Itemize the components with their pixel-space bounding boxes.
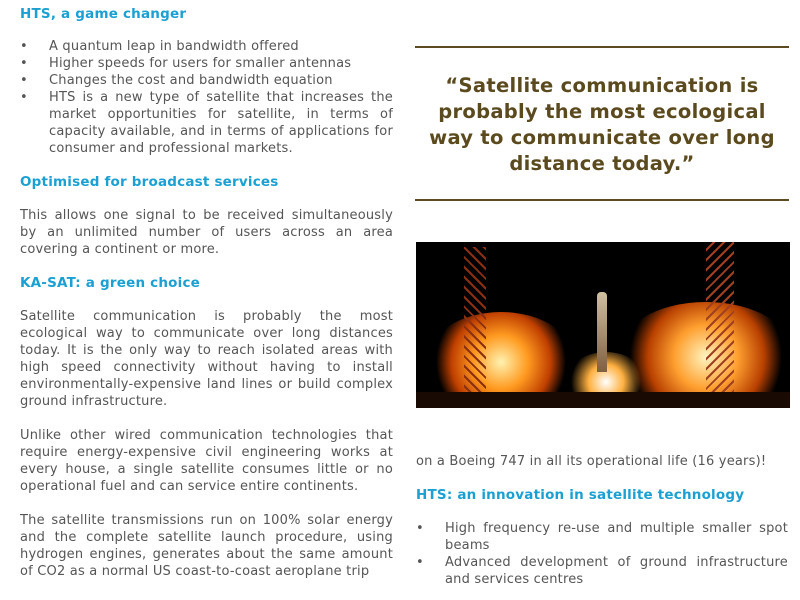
heading-broadcast: Optimised for broadcast services [20,174,279,190]
left-column: HTS, a game changer A quantum leap in ba… [20,5,393,580]
innovation-bullet-list: High frequency re-use and multiple small… [416,520,788,588]
paragraph: on a Boeing 747 in all its operational l… [416,454,767,469]
paragraph: The satellite transmissions run on 100% … [20,513,393,579]
list-item: Higher speeds for users for smaller ante… [20,55,393,72]
hts-bullet-list: A quantum leap in bandwidth offered High… [20,38,393,157]
quote-top-rule [415,46,789,48]
list-item: Changes the cost and bandwidth equation [20,72,393,89]
rocket-launch-photo [416,242,790,408]
heading-ka-sat: KA-SAT: a green choice [20,275,201,291]
paragraph: This allows one signal to be received si… [20,208,393,257]
heading-hts-game-changer: HTS, a game changer [20,6,187,22]
pull-quote: “Satellite communication is probably the… [429,74,775,175]
quote-bottom-rule [415,199,789,201]
paragraph: Unlike other wired communication technol… [20,428,393,494]
list-item: High frequency re-use and multiple small… [416,520,788,554]
heading-hts-innovation: HTS: an innovation in satellite technolo… [416,487,745,503]
list-item: HTS is a new type of satellite that incr… [20,89,393,157]
right-column: on a Boeing 747 in all its operational l… [416,453,788,588]
paragraph: Satellite communication is probably the … [20,309,393,409]
list-item: Advanced development of ground infrastru… [416,554,788,588]
list-item: A quantum leap in bandwidth offered [20,38,393,55]
